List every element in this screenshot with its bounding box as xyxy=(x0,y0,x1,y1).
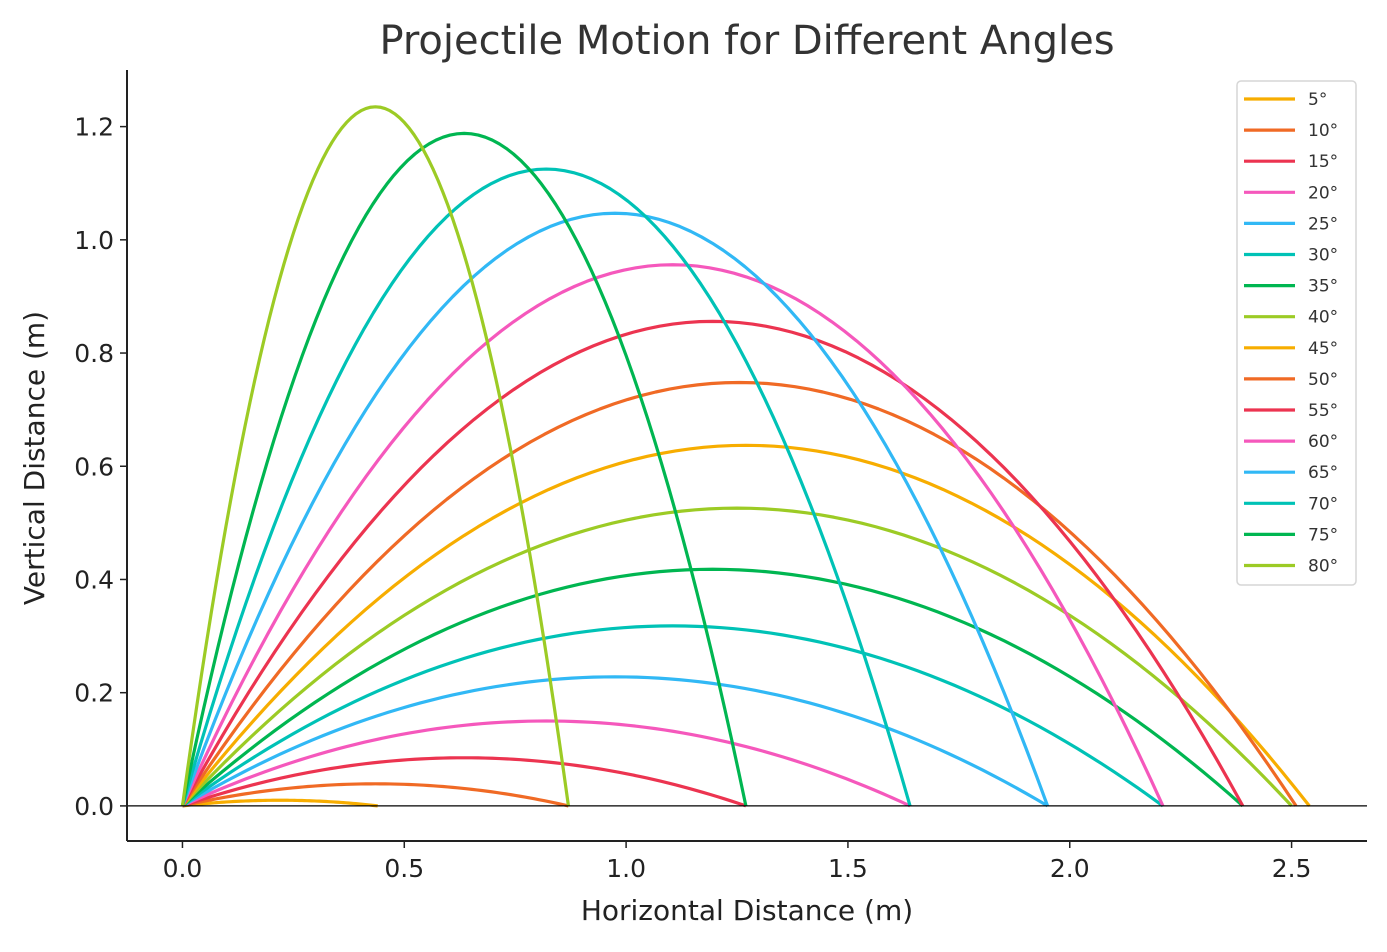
series-line-30deg xyxy=(181,624,1164,808)
series-line-20deg xyxy=(181,719,911,808)
x-tick-label: 0.0 xyxy=(163,854,203,883)
legend-item: 50° xyxy=(1244,370,1338,390)
legend-item: 15° xyxy=(1244,152,1338,172)
legend-entries: 5° 10° 15° 20° 25° 30° 35° 40° 45° 50° 55° 60° 65° 70… xyxy=(1244,90,1338,577)
series-line-50deg xyxy=(181,380,1298,807)
legend-label: 50° xyxy=(1308,370,1338,390)
y-tick-label: 0.0 xyxy=(74,792,114,821)
legend-item: 35° xyxy=(1244,277,1338,297)
legend-label: 60° xyxy=(1308,432,1338,452)
legend-item: 60° xyxy=(1244,432,1338,452)
legend-item: 40° xyxy=(1244,308,1338,328)
legend-item: 80° xyxy=(1244,557,1338,577)
y-axis-label: Vertical Distance (m) xyxy=(18,311,51,605)
legend-label: 40° xyxy=(1308,308,1338,328)
series-line-70deg xyxy=(180,167,912,807)
series-line-40deg xyxy=(181,506,1293,807)
legend-item: 25° xyxy=(1244,214,1338,234)
series-layer xyxy=(180,105,1311,808)
legend-label: 45° xyxy=(1308,339,1338,359)
x-ticks: 0.0 0.5 1.0 1.5 2.0 2.5 xyxy=(163,841,1312,883)
y-tick-label: 0.2 xyxy=(74,679,114,708)
series-line-15deg xyxy=(181,756,747,808)
chart-title: Projectile Motion for Different Angles xyxy=(379,18,1114,64)
legend-label: 65° xyxy=(1308,463,1338,483)
series-line-60deg xyxy=(181,263,1165,807)
legend-item: 30° xyxy=(1244,246,1338,266)
x-tick-label: 1.0 xyxy=(606,854,646,883)
legend-label: 30° xyxy=(1308,246,1338,266)
x-tick-label: 2.0 xyxy=(1050,854,1090,883)
series-line-45deg xyxy=(181,443,1311,807)
series-line-25deg xyxy=(181,675,1049,808)
legend-label: 5° xyxy=(1308,90,1327,110)
series-line-80deg xyxy=(180,105,571,807)
legend-label: 15° xyxy=(1308,152,1338,172)
series-line-10deg xyxy=(182,782,569,808)
legend-item: 10° xyxy=(1244,121,1338,141)
legend-item: 45° xyxy=(1244,339,1338,359)
series-line-5deg xyxy=(182,798,378,808)
legend-frame xyxy=(1236,80,1357,586)
y-tick-label: 1.2 xyxy=(74,113,114,142)
legend-item: 5° xyxy=(1244,90,1327,110)
legend-item: 20° xyxy=(1244,183,1338,203)
legend-item: 70° xyxy=(1244,494,1338,514)
legend-label: 10° xyxy=(1308,121,1338,141)
x-axis-label: Horizontal Distance (m) xyxy=(581,894,913,927)
legend-label: 20° xyxy=(1308,183,1338,203)
series-line-35deg xyxy=(181,567,1244,808)
legend-label: 75° xyxy=(1308,525,1338,545)
legend-item: 55° xyxy=(1244,401,1338,421)
y-tick-label: 0.4 xyxy=(74,565,114,594)
legend-label: 70° xyxy=(1308,494,1338,514)
legend-item: 75° xyxy=(1244,525,1338,545)
x-tick-label: 2.5 xyxy=(1272,854,1312,883)
x-tick-label: 1.5 xyxy=(828,854,868,883)
y-tick-label: 1.0 xyxy=(74,226,114,255)
legend: 5° 10° 15° 20° 25° 30° 35° 40° 45° 50° 55° 60° 65° 70… xyxy=(1236,80,1357,586)
legend-label: 25° xyxy=(1308,214,1338,234)
y-tick-label: 0.8 xyxy=(74,339,114,368)
series-line-75deg xyxy=(180,131,748,807)
legend-label: 35° xyxy=(1308,277,1338,297)
x-tick-label: 0.5 xyxy=(384,854,424,883)
y-tick-label: 0.6 xyxy=(74,452,114,481)
axes-layer xyxy=(126,70,1367,842)
legend-label: 80° xyxy=(1308,557,1338,577)
legend-label: 55° xyxy=(1308,401,1338,421)
series-line-55deg xyxy=(181,319,1245,807)
legend-item: 65° xyxy=(1244,463,1338,483)
series-line-65deg xyxy=(180,211,1050,807)
y-ticks: 0.0 0.2 0.4 0.6 0.8 1.0 1.2 xyxy=(74,113,127,821)
